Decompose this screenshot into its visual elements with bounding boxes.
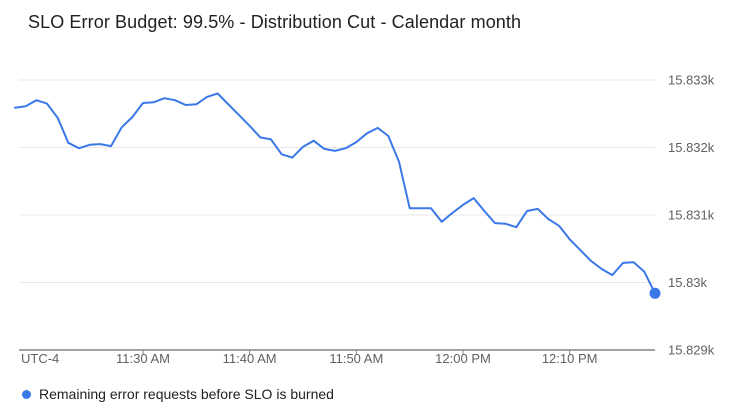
y-axis-tick-label: 15.83k (668, 275, 708, 290)
y-axis-tick-label: 15.831k (668, 208, 715, 223)
y-axis-tick-label: 15.833k (668, 73, 715, 88)
x-axis-tick-label: 11:50 AM (329, 351, 383, 366)
x-axis-tick-label: 12:10 PM (542, 351, 598, 366)
series-end-dot (649, 287, 661, 299)
x-axis-tick-label: 11:40 AM (223, 351, 277, 366)
x-axis-tick-label: 11:30 AM (116, 351, 170, 366)
y-axis-tick-label: 15.829k (668, 343, 715, 358)
x-axis-tick-label: 12:00 PM (435, 351, 491, 366)
timezone-label: UTC-4 (21, 351, 59, 366)
legend-item[interactable]: Remaining error requests before SLO is b… (22, 385, 334, 403)
series-line (14, 92, 656, 295)
legend-series-label: Remaining error requests before SLO is b… (39, 386, 334, 402)
chart-title: SLO Error Budget: 99.5% - Distribution C… (28, 12, 522, 32)
y-axis-tick-label: 15.832k (668, 140, 715, 155)
legend-series-dot (22, 389, 31, 399)
